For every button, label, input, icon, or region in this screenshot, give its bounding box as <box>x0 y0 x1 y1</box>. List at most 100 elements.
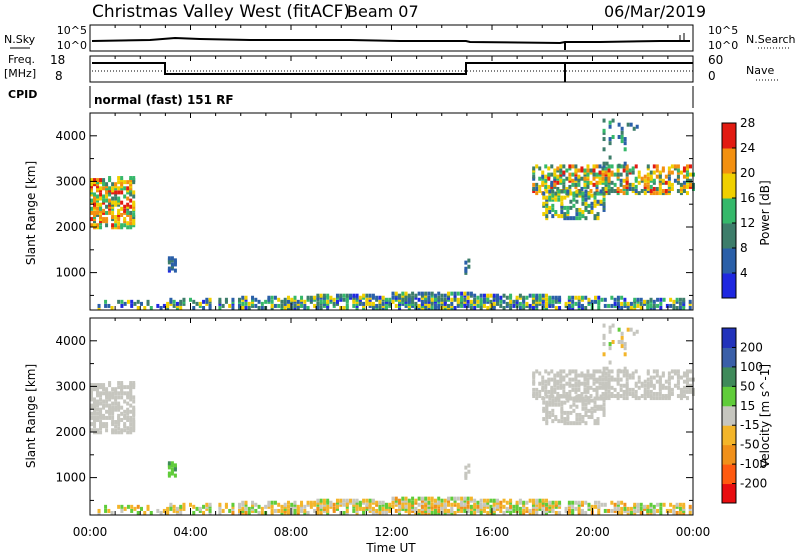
velocity-cell <box>251 506 255 511</box>
velocity-cell <box>90 393 93 398</box>
power-cell <box>260 301 264 306</box>
power-cell <box>111 204 115 209</box>
power-cell <box>136 299 140 304</box>
power-cell <box>368 303 372 308</box>
velocity-cell <box>437 511 441 515</box>
cpid-panel: CPID normal (fast) 151 RF <box>8 86 694 108</box>
velocity-cell <box>685 379 689 384</box>
velocity-cell <box>169 504 173 509</box>
power-cell <box>280 306 284 310</box>
velocity-cell <box>658 377 662 382</box>
power-cell <box>362 303 366 308</box>
power-cell <box>433 295 437 300</box>
velocity-cell <box>129 397 133 402</box>
power-cell <box>492 295 496 300</box>
velocity-cell <box>99 391 103 396</box>
velocity-cell <box>548 394 552 399</box>
velocity-cell <box>603 502 607 507</box>
velocity-cell <box>607 383 611 388</box>
power-cell <box>639 297 643 302</box>
power-cell <box>218 306 222 310</box>
velocity-cell <box>518 500 522 505</box>
power-cell <box>108 192 112 197</box>
power-cell <box>108 206 112 211</box>
power-cell <box>358 297 362 302</box>
velocity-cell <box>542 417 546 422</box>
power-cell <box>99 180 103 185</box>
power-cell <box>515 297 519 302</box>
power-cell <box>433 293 437 298</box>
velocity-cell <box>420 496 424 501</box>
velocity-cell <box>108 405 112 410</box>
power-cell <box>637 174 641 179</box>
velocity-cell <box>300 502 304 507</box>
power-cell <box>629 122 633 127</box>
power-cell <box>111 215 115 220</box>
velocity-cell <box>296 504 300 509</box>
velocity-cell <box>545 498 549 503</box>
power-cell <box>316 303 320 308</box>
power-cell <box>358 301 362 306</box>
power-cell <box>578 212 582 217</box>
power-cell <box>309 299 313 304</box>
power-cell <box>554 191 558 196</box>
power-cell <box>114 219 118 224</box>
velocity-cell <box>129 403 133 408</box>
power-cell <box>531 299 535 304</box>
velocity-cell <box>586 373 590 378</box>
power-cell <box>398 301 402 306</box>
power-cell <box>108 190 112 195</box>
power-cell <box>548 295 552 300</box>
power-cell <box>129 225 133 230</box>
power-cell <box>583 176 587 181</box>
velocity-cell <box>646 504 650 509</box>
power-cell <box>600 297 604 302</box>
velocity-cell <box>568 381 572 386</box>
velocity-cell <box>205 502 209 507</box>
power-cell <box>652 299 656 304</box>
velocity-cell <box>244 506 248 511</box>
power-cell <box>102 186 106 191</box>
power-cell <box>394 295 398 300</box>
power-cell <box>108 188 112 193</box>
power-cell <box>456 291 460 296</box>
velocity-cell <box>610 394 614 399</box>
power-cell <box>604 172 608 177</box>
power-cell <box>649 174 653 179</box>
power-cell <box>202 299 206 304</box>
power-cell <box>97 303 101 308</box>
power-cell <box>538 184 542 189</box>
power-cell <box>545 201 549 206</box>
velocity-cell <box>117 385 121 390</box>
velocity-cell <box>108 391 112 396</box>
velocity-cell <box>313 502 317 507</box>
power-cell <box>625 191 629 196</box>
velocity-cell <box>96 415 100 420</box>
power-cell <box>563 214 567 219</box>
velocity-cell <box>111 415 115 420</box>
velocity-cell <box>535 504 539 509</box>
power-cell <box>349 295 353 300</box>
velocity-cell <box>667 377 671 382</box>
power-cell <box>610 303 614 308</box>
velocity-cell <box>208 511 212 515</box>
power-cell <box>619 178 623 183</box>
velocity-cell <box>404 506 408 511</box>
power-cell <box>558 297 562 302</box>
velocity-cell <box>499 502 503 507</box>
colorbar-tick-label: -200 <box>740 477 767 491</box>
velocity-cell <box>102 383 106 388</box>
velocity-cell <box>522 511 526 515</box>
power-cell <box>257 306 261 310</box>
power-cell <box>167 258 171 263</box>
velocity-cell <box>362 511 366 515</box>
velocity-cell <box>673 383 677 388</box>
velocity-cell <box>208 508 212 513</box>
power-cell <box>610 189 614 194</box>
power-cell <box>96 178 100 183</box>
power-cell <box>574 178 578 183</box>
velocity-cell <box>466 504 470 509</box>
velocity-cell <box>584 412 588 417</box>
power-cell <box>631 166 635 171</box>
nave-tick-top: 60 <box>708 53 723 67</box>
